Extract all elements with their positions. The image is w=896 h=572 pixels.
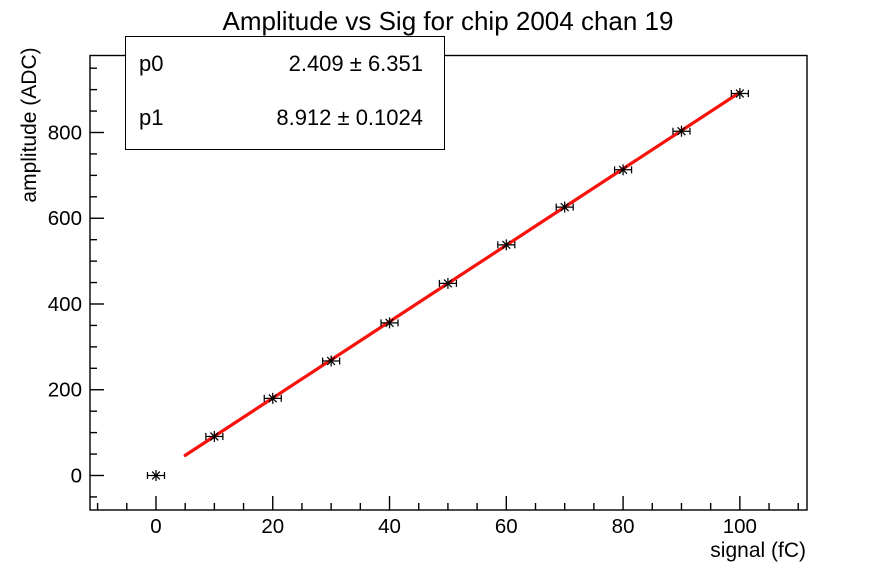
fit-line [183,90,742,457]
x-tick-label: 100 [723,515,757,538]
stats-param-name: p1 [139,105,164,130]
y-axis-title: amplitude (ADC) [18,47,41,202]
y-tick-label: 600 [48,207,82,230]
data-point [730,87,749,99]
marker-ray-diag2 [443,279,453,288]
data-point [438,277,458,289]
stats-param-name: p0 [139,51,164,76]
x-tick-label: 0 [150,515,161,538]
x-tick-label: 40 [378,515,401,538]
marker-ray-diag2 [560,202,570,212]
plot-title: Amplitude vs Sig for chip 2004 chan 19 [222,6,674,36]
marker-ray-diag2 [385,318,394,328]
y-tick-label: 0 [71,464,82,487]
data-point [613,164,633,176]
marker-ray-diag2 [210,432,219,441]
data-point [322,355,341,367]
stats-row-p0: p0 2.409 ± 6.351 [139,49,423,79]
data-point [555,201,574,213]
x-tick-label: 80 [612,515,635,538]
y-tick-label: 400 [48,293,82,316]
fit-stats-box: p0 2.409 ± 6.351 p1 8.912 ± 0.1024 [125,36,445,150]
marker-ray-diag2 [326,356,336,366]
data-point [146,469,166,481]
data-point [263,392,282,404]
x-tick-label: 60 [495,515,518,538]
stats-param-value: 8.912 ± 0.1024 [276,105,423,130]
stats-row-p1: p1 8.912 ± 0.1024 [139,103,423,133]
marker-ray-diag2 [151,471,161,480]
data-point [672,125,691,137]
data-point [497,239,516,251]
x-tick-label: 20 [261,515,284,538]
stats-param-value: 2.409 ± 6.351 [288,51,423,76]
data-point [205,430,224,442]
marker-ray-diag2 [501,240,511,250]
marker-ray-diag2 [735,89,745,98]
y-tick-label: 800 [48,122,82,145]
data-point [380,317,399,329]
marker-ray-diag2 [268,393,278,403]
marker-ray-diag2 [618,165,628,175]
marker-ray-diag2 [677,126,686,136]
y-tick-label: 200 [48,379,82,402]
x-axis-title: signal (fC) [710,539,806,562]
